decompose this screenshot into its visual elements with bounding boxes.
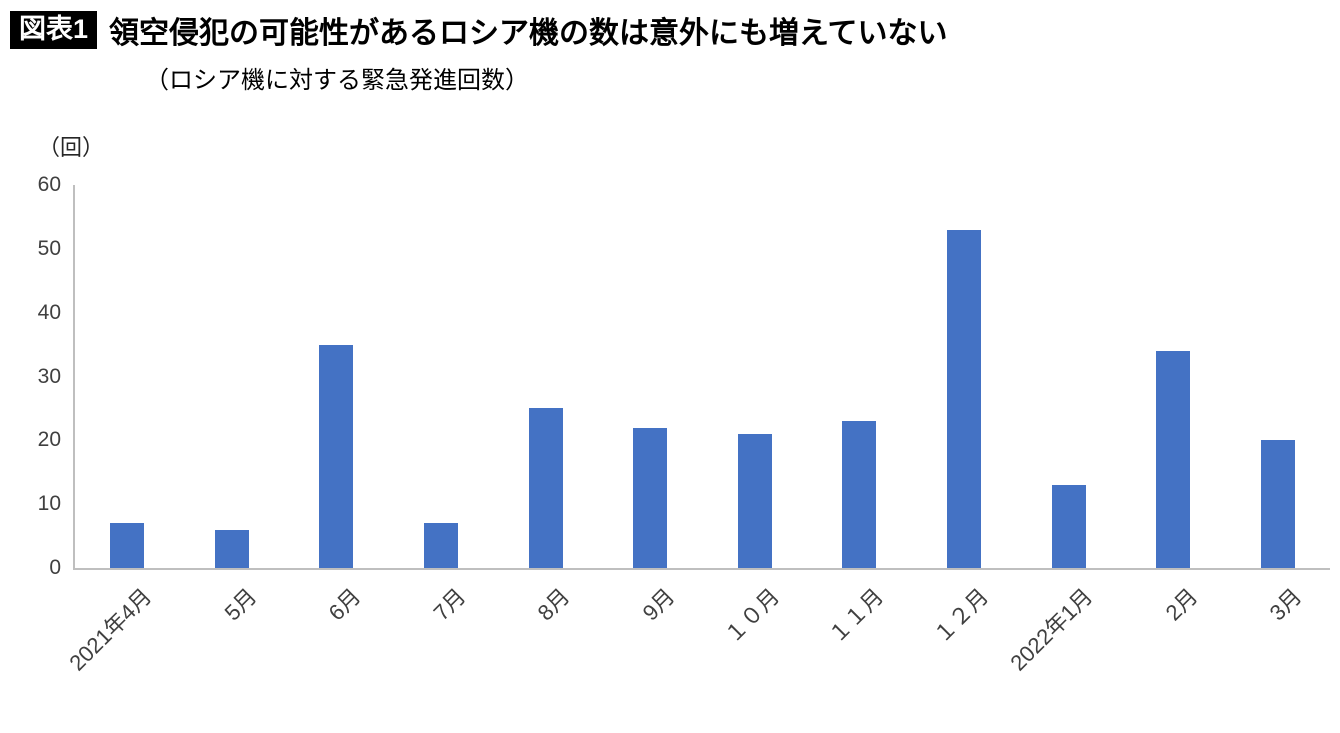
- x-axis-category-label: １２月: [928, 583, 994, 648]
- x-axis-category-label: １１月: [824, 583, 889, 648]
- y-axis-tick-label: 0: [49, 556, 61, 579]
- bar: [1156, 350, 1191, 568]
- figure-subtitle: （ロシア機に対する緊急発進回数）: [145, 67, 529, 94]
- bar: [1051, 485, 1086, 568]
- y-axis-unit-label: （回）: [38, 135, 105, 160]
- y-axis-tick-label: 40: [37, 300, 61, 324]
- x-axis-line: [73, 568, 1330, 570]
- figure-header: 図表1 領空侵犯の可能性があるロシア機の数は意外にも増えていない: [10, 8, 948, 52]
- y-axis-tick-label: 10: [37, 492, 61, 516]
- plot-area: 0 10 20 30 40 50 60 2021年4月 5月 6月 7月 8月 9月 １０月 １１月 １２月 2…: [38, 173, 1330, 676]
- x-axis-category-label: 5月: [219, 583, 262, 626]
- bar: [424, 523, 459, 568]
- bar: [1260, 440, 1295, 568]
- x-axis-category-label: 3月: [1265, 583, 1307, 626]
- y-axis-tick-label: 60: [37, 173, 61, 196]
- figure-title: 領空侵犯の可能性があるロシア機の数は意外にも増えていない: [109, 17, 948, 50]
- bar: [214, 529, 249, 568]
- bar: [737, 433, 772, 568]
- y-axis-tick-label: 50: [37, 236, 61, 260]
- bar: [319, 344, 354, 568]
- x-axis-category-label: 2月: [1160, 583, 1203, 626]
- bar: [842, 421, 877, 568]
- y-axis-tick-label: 30: [37, 364, 61, 388]
- x-axis-category-label: 9月: [637, 583, 680, 626]
- bar: [110, 523, 145, 568]
- bar: [946, 229, 981, 568]
- bar: [528, 408, 563, 568]
- x-axis-category-label: 2022年1月: [1005, 583, 1098, 676]
- x-axis-category-label: 6月: [323, 583, 366, 626]
- x-axis-category-label: 2021年4月: [64, 583, 157, 676]
- y-axis-tick-label: 20: [37, 428, 61, 452]
- y-axis-line: [73, 185, 75, 570]
- bar: [633, 427, 668, 568]
- x-axis-category-label: 8月: [532, 583, 575, 626]
- x-axis-category-label: １０月: [719, 583, 784, 648]
- figure-badge: 図表1: [10, 11, 98, 49]
- x-axis-category-label: 7月: [428, 583, 471, 626]
